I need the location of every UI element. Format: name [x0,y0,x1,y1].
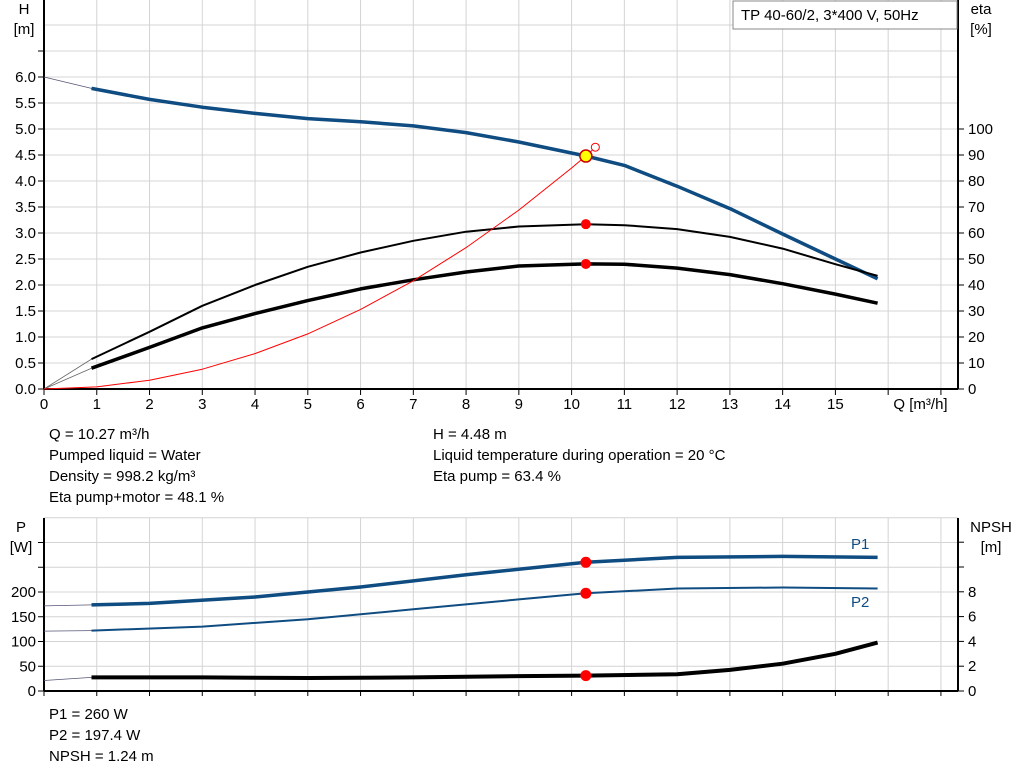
x-tick-label: 6 [356,396,364,413]
curve-eta_pump [91,223,878,361]
y-tick-label-right: 90 [968,147,985,164]
info-density: Density = 998.2 kg/m³ [49,468,196,485]
y-tick-label-right: 30 [968,303,985,320]
info-eta-pump: Eta pump = 63.4 % [433,468,561,485]
curve-system_curve [43,149,594,390]
y-axis-label-right: NPSH [970,519,1012,536]
y-tick-label-right: 100 [968,121,993,138]
info-bottom: P1 = 260 W P2 = 197.4 W NPSH = 1.24 m [49,704,154,767]
y-tick-label-right: 4 [968,633,976,650]
duty-point-npsh [580,670,592,682]
x-tick-label: 1 [93,396,101,413]
y-axis-label-left: H [19,1,30,18]
y-tick-label-left: 200 [11,584,36,601]
title-box [732,0,958,30]
curve-extrapolation-eta_pump [43,358,92,390]
y-axis-unit-right: [%] [970,21,992,38]
y-tick-label-left: 0.5 [15,355,36,372]
info-h: H = 4.48 m [433,426,507,443]
duty-point-p1 [580,556,592,568]
y-tick-label-left: 150 [11,609,36,626]
info-npsh: NPSH = 1.24 m [49,748,154,765]
info-p2: P2 = 197.4 W [49,727,141,744]
y-tick-label-left: 5.0 [15,121,36,138]
x-tick-label: 0 [40,396,48,413]
x-tick-label: 13 [722,396,739,413]
y-tick-label-left: 2.0 [15,277,36,294]
duty-point-eta-pump-motor [580,258,591,269]
x-tick-label: 8 [462,396,470,413]
x-tick-label: 2 [145,396,153,413]
y-tick-label-right: 8 [968,584,976,601]
info-temperature: Liquid temperature during operation = 20… [433,447,726,464]
y-tick-label-right: 2 [968,658,976,675]
x-tick-label: 9 [515,396,523,413]
info-right: H = 4.48 m Liquid temperature during ope… [433,424,725,487]
y-tick-label-left: 4.0 [15,173,36,190]
chart-title: TP 40-60/2, 3*400 V, 50Hz [741,7,919,24]
y-tick-label-left: 3.0 [15,225,36,242]
curve-extrapolation-NPSH [43,677,92,681]
x-tick-label: 4 [251,396,259,413]
y-axis-unit-right: [m] [981,539,1002,556]
x-axis-label: Q [m³/h] [893,396,947,413]
curve-P1 [91,554,878,607]
y-tick-label-left: 5.5 [15,95,36,112]
curve-H [91,86,879,281]
duty-point-eta-pump [580,219,591,230]
curve-extrapolation-eta_pump_motor [43,367,92,390]
y-tick-label-right: 0 [968,381,976,398]
y-tick-label-left: 100 [11,634,36,651]
duty-point-h [579,149,593,163]
y-tick-label-left: 50 [19,658,36,675]
x-tick-label: 7 [409,396,417,413]
y-tick-label-left: 1.5 [15,303,36,320]
x-tick-label: 14 [774,396,791,413]
duty-point-p2 [580,587,592,599]
x-tick-label: 15 [827,396,844,413]
x-tick-label: 10 [563,396,580,413]
info-liquid: Pumped liquid = Water [49,447,201,464]
curve-extrapolation-P2 [43,630,92,632]
y-tick-label-right: 0 [968,683,976,700]
y-tick-label-right: 50 [968,251,985,268]
y-tick-label-right: 40 [968,277,985,294]
y-tick-label-left: 4.5 [15,147,36,164]
x-tick-label: 11 [617,396,633,413]
curve-extrapolation-H [43,76,92,89]
y-tick-label-right: 10 [968,355,985,372]
x-tick-label: 3 [198,396,206,413]
curve-P2 [91,586,878,632]
y-axis-label-left: P [16,519,26,536]
y-axis-unit-left: [W] [10,539,33,556]
y-tick-label-right: 6 [968,609,976,626]
y-axis-unit-left: [m] [14,21,35,38]
y-axis-label-right: eta [971,1,993,18]
info-left: Q = 10.27 m³/h Pumped liquid = Water Den… [49,424,224,508]
curve-NPSH [91,640,879,680]
curve-eta_pump_motor [90,262,878,370]
y-tick-label-left: 1.0 [15,329,36,346]
info-eta-pump-motor: Eta pump+motor = 48.1 % [49,489,225,506]
info-q: Q = 10.27 m³/h [49,426,150,443]
system-curve-end-marker [590,142,600,152]
y-tick-label-left: 2.5 [15,251,36,268]
y-tick-label-left: 0.0 [15,381,36,398]
curve-extrapolation-P1 [43,604,92,607]
y-tick-label-right: 60 [968,225,985,242]
y-tick-label-left: 0 [28,683,36,700]
info-p1: P1 = 260 W [49,706,128,723]
y-tick-label-left: 6.0 [15,69,36,86]
y-tick-label-right: 70 [968,199,985,216]
y-tick-label-left: 3.5 [15,199,36,216]
series-label-p2: P2 [851,594,869,611]
series-label-p1: P1 [851,536,869,553]
x-tick-label: 5 [304,396,312,413]
y-tick-label-right: 20 [968,329,985,346]
x-tick-label: 12 [669,396,686,413]
y-tick-label-right: 80 [968,173,985,190]
